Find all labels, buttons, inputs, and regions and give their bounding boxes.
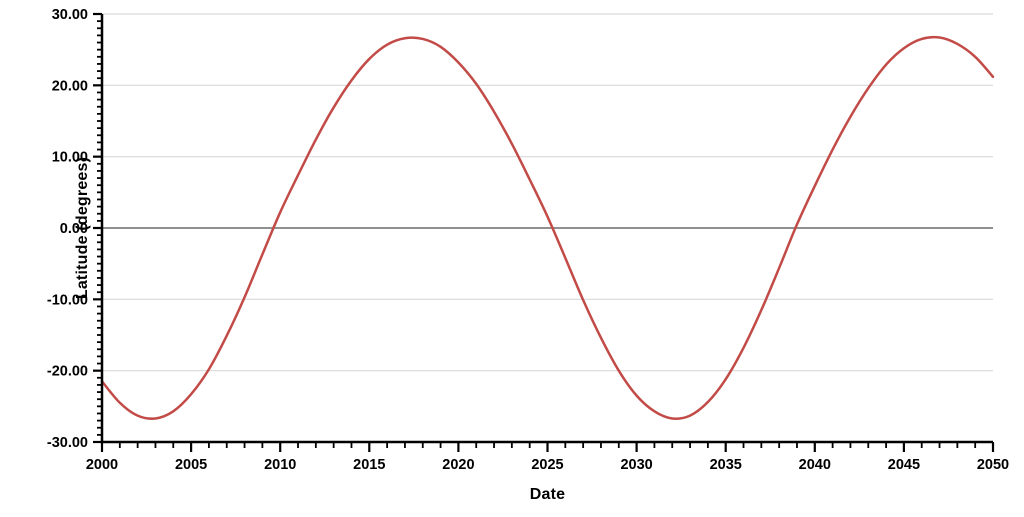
x-tick-label: 2035 [710, 457, 742, 473]
x-axis-title: Date [529, 486, 566, 503]
axis-tick-labels: 30.00 20.00 10.00 0.00 -10.00 -20.00 -30.00 200… [47, 7, 1009, 473]
x-tick-label: 2030 [620, 457, 652, 473]
y-tick-label: 10.00 [52, 150, 88, 166]
x-tick-label: 2005 [175, 457, 207, 473]
latitude-series-line [100, 35, 995, 420]
y-tick-label: 0.00 [60, 221, 88, 237]
gridlines [102, 13, 993, 372]
x-tick-label: 2025 [531, 457, 563, 473]
x-tick-label: 2015 [353, 457, 385, 473]
x-tick-label: 2045 [888, 457, 920, 473]
y-tick-label: -30.00 [47, 435, 88, 451]
x-tick-label: 2020 [442, 457, 474, 473]
x-tick-label: 2010 [264, 457, 296, 473]
latitude-curve [100, 35, 995, 420]
y-tick-label: -20.00 [47, 364, 88, 380]
x-tick-label: 2050 [977, 457, 1009, 473]
axis-ticks [93, 12, 995, 452]
y-axis-title: Latitude (degrees) [74, 156, 92, 300]
y-tick-label: 30.00 [52, 7, 88, 23]
x-tick-label: 2040 [799, 457, 831, 473]
y-tick-label: 20.00 [52, 78, 88, 94]
x-tick-label: 2000 [86, 457, 118, 473]
y-tick-label: -10.00 [47, 292, 88, 308]
